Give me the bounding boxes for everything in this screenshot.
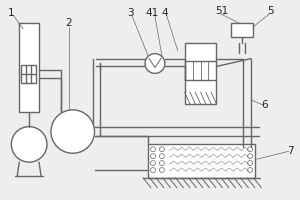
Text: 41: 41 bbox=[146, 8, 159, 18]
Bar bbox=[19, 23, 39, 112]
Text: 4: 4 bbox=[161, 8, 168, 18]
Ellipse shape bbox=[51, 110, 94, 153]
Text: 51: 51 bbox=[215, 6, 228, 16]
Bar bbox=[231, 23, 253, 37]
Bar bbox=[21, 65, 36, 83]
Bar bbox=[185, 43, 216, 104]
Bar bbox=[148, 144, 255, 178]
Text: 5: 5 bbox=[268, 6, 274, 16]
Text: 2: 2 bbox=[65, 18, 72, 28]
Text: 6: 6 bbox=[262, 100, 268, 110]
Text: 1: 1 bbox=[8, 8, 15, 18]
Circle shape bbox=[145, 54, 165, 73]
Text: 7: 7 bbox=[287, 146, 294, 156]
Circle shape bbox=[11, 127, 47, 162]
Text: 3: 3 bbox=[127, 8, 134, 18]
